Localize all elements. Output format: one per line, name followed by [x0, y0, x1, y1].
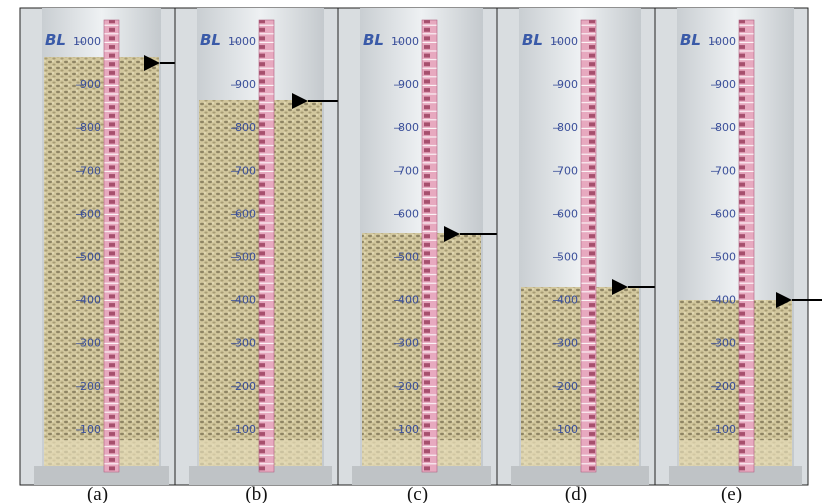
base: [511, 466, 649, 485]
scale-number: 600: [715, 207, 736, 220]
scale-number: 400: [557, 294, 578, 307]
panel: BL 1000 900 800 700 600 500 400 300 200 100 (e): [655, 8, 822, 503]
scale-number: 200: [715, 380, 736, 393]
panel-label: (d): [565, 484, 587, 503]
scale-number: 500: [235, 251, 256, 264]
scale-number: 100: [715, 423, 736, 436]
scale-number: 300: [557, 337, 578, 350]
scale-number: 500: [398, 251, 419, 264]
scale-number: 500: [715, 251, 736, 264]
scale-number: 100: [557, 423, 578, 436]
scale-number: 600: [557, 207, 578, 220]
brand-logo: BL: [522, 31, 543, 49]
panel: BL 1000 900 800 700 600 500 400 300 200 100 (a): [20, 8, 200, 503]
scale-number: 500: [557, 251, 578, 264]
scale-number: 200: [557, 380, 578, 393]
brand-logo: BL: [45, 31, 66, 49]
scale-number: 400: [80, 294, 101, 307]
scale-number: 900: [715, 78, 736, 91]
measuring-tape: [422, 20, 437, 472]
scale-number: 300: [80, 337, 101, 350]
scale-number: 700: [715, 164, 736, 177]
scale-number: 700: [557, 164, 578, 177]
panel-label: (b): [245, 484, 267, 503]
base: [669, 466, 802, 485]
scale-number: 300: [398, 337, 419, 350]
base: [352, 466, 491, 485]
panel: BL 1000 900 800 700 600 500 400 300 200 100 (d): [497, 8, 670, 503]
panel-label: (a): [87, 484, 108, 503]
scale-number: 1000: [550, 35, 578, 48]
scale-number: 1000: [73, 35, 101, 48]
scale-number: 900: [80, 78, 101, 91]
fill-bottom: [679, 440, 792, 468]
panel-label: (c): [407, 484, 428, 503]
scale-number: 100: [235, 423, 256, 436]
scale-number: 800: [80, 121, 101, 134]
panel-label: (e): [721, 484, 742, 503]
scale-number: 1000: [228, 35, 256, 48]
scale-number: 100: [398, 423, 419, 436]
fill-bottom: [44, 440, 159, 468]
scale-number: 300: [715, 337, 736, 350]
scale-number: 600: [235, 207, 256, 220]
measuring-tape: [104, 20, 119, 472]
figure: BL 1000 900 800 700 600 500 400 300 200 100 (a) BL 10…: [0, 0, 823, 503]
scale-number: 800: [235, 121, 256, 134]
base: [34, 466, 169, 485]
scale-number: 100: [80, 423, 101, 436]
fill-bottom: [362, 440, 481, 468]
scale-number: 700: [398, 164, 419, 177]
scale-number: 300: [235, 337, 256, 350]
measuring-tape: [259, 20, 274, 472]
scale-number: 800: [715, 121, 736, 134]
scale-number: 1000: [708, 35, 736, 48]
measuring-tape: [581, 20, 596, 472]
brand-logo: BL: [363, 31, 384, 49]
scale-number: 600: [80, 207, 101, 220]
scale-number: 200: [398, 380, 419, 393]
scale-number: 1000: [391, 35, 419, 48]
scale-number: 800: [557, 121, 578, 134]
scale-number: 200: [235, 380, 256, 393]
measuring-tape: [739, 20, 754, 472]
scale-number: 400: [398, 294, 419, 307]
scale-number: 400: [235, 294, 256, 307]
granular-fill: [44, 57, 159, 468]
scale-number: 900: [235, 78, 256, 91]
scale-number: 700: [80, 164, 101, 177]
fill-bottom: [521, 440, 639, 468]
scale-number: 200: [80, 380, 101, 393]
scale-number: 900: [557, 78, 578, 91]
brand-logo: BL: [200, 31, 221, 49]
scale-number: 900: [398, 78, 419, 91]
scale-number: 400: [715, 294, 736, 307]
scale-number: 500: [80, 251, 101, 264]
granular-fill: [362, 233, 481, 468]
panel: BL 1000 900 800 700 600 500 400 300 200 100 (b): [175, 8, 348, 503]
scale-number: 700: [235, 164, 256, 177]
panel: BL 1000 900 800 700 600 500 400 300 200 100 (c): [338, 8, 502, 503]
scale-number: 600: [398, 207, 419, 220]
scale-number: 800: [398, 121, 419, 134]
brand-logo: BL: [680, 31, 701, 49]
